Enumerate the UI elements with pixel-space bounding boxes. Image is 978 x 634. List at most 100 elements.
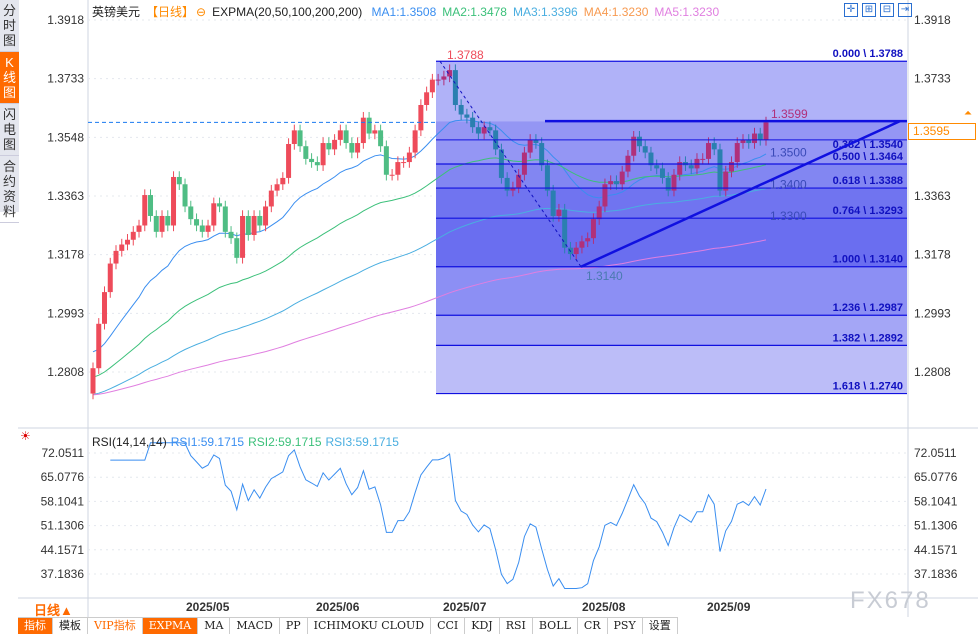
candle bbox=[677, 156, 683, 181]
indicator-tab-boll[interactable]: BOLL bbox=[533, 618, 578, 634]
candle bbox=[654, 159, 660, 175]
ma-value-2: MA2:1.3478 bbox=[442, 5, 507, 19]
indicator-tab-cr[interactable]: CR bbox=[578, 618, 608, 634]
indicator-tab-pp[interactable]: PP bbox=[280, 618, 308, 634]
sidebar-tab-kline-chart[interactable]: K线图 bbox=[0, 52, 19, 104]
indicator-tab-ma[interactable]: MA bbox=[198, 618, 231, 634]
candle bbox=[412, 124, 418, 159]
candle bbox=[378, 124, 384, 152]
fib-zone bbox=[436, 61, 907, 122]
ma-value-3: MA3:1.3396 bbox=[512, 5, 578, 19]
sidebar-tab-flash-chart[interactable]: 闪电图 bbox=[0, 104, 19, 156]
rsi-tick-left: 37.1836 bbox=[41, 567, 85, 581]
candle bbox=[383, 140, 389, 181]
candle bbox=[326, 137, 332, 156]
settings-icon[interactable]: ⊖ bbox=[196, 5, 207, 19]
candle bbox=[705, 137, 711, 165]
candle bbox=[130, 226, 136, 246]
candle bbox=[539, 137, 545, 171]
candle bbox=[464, 108, 470, 124]
candle bbox=[470, 111, 476, 133]
candle bbox=[119, 238, 125, 257]
candle bbox=[688, 159, 694, 175]
candle bbox=[263, 200, 269, 232]
indicator-tab-vip指标[interactable]: VIP指标 bbox=[88, 618, 143, 634]
price-alert-icon[interactable]: ⏶ bbox=[964, 108, 972, 119]
indicator-name[interactable]: EXPMA(20,50,100,200,200) bbox=[212, 5, 363, 19]
candle bbox=[320, 137, 326, 171]
candle bbox=[544, 159, 550, 197]
fib-level-label: 0.382 \ 1.3540 bbox=[833, 139, 903, 151]
rsi-tick-left: 72.0511 bbox=[42, 446, 85, 460]
indicator-tab-rsi[interactable]: RSI bbox=[500, 618, 533, 634]
indicator-tab-kdj[interactable]: KDJ bbox=[465, 618, 500, 634]
month-label: 2025/06 bbox=[316, 600, 360, 614]
price-tick-left: 1.2808 bbox=[47, 365, 84, 379]
candle bbox=[429, 73, 435, 99]
candle bbox=[211, 197, 217, 232]
candle bbox=[245, 210, 251, 241]
sidebar-tab-contract-info[interactable]: 合约资料 bbox=[0, 156, 19, 223]
candle bbox=[165, 210, 171, 232]
candle bbox=[475, 121, 481, 140]
zoom-out-icon[interactable]: ⊟ bbox=[880, 3, 894, 17]
rsi-tick-right: 65.0776 bbox=[914, 470, 958, 484]
current-price-tag: 1.3595 bbox=[908, 123, 976, 140]
candle bbox=[303, 140, 309, 165]
fib-level-label: 0.764 \ 1.3293 bbox=[833, 205, 903, 217]
indicator-tab-指标[interactable]: 指标 bbox=[18, 618, 53, 634]
zoom-in-icon[interactable]: ⊞ bbox=[862, 3, 876, 17]
month-label: 2025/07 bbox=[443, 600, 487, 614]
candle bbox=[291, 124, 297, 150]
candle bbox=[159, 210, 165, 238]
candle bbox=[251, 210, 257, 241]
candle bbox=[579, 235, 585, 254]
rsi-line bbox=[110, 442, 767, 589]
candle bbox=[171, 171, 177, 232]
candle bbox=[176, 171, 182, 190]
candle bbox=[268, 184, 274, 213]
ema-200-line bbox=[92, 239, 767, 396]
indicator-tab-cci[interactable]: CCI bbox=[431, 618, 466, 634]
indicator-tab-ichimoku-cloud[interactable]: ICHIMOKU CLOUD bbox=[308, 618, 432, 634]
candle bbox=[424, 86, 430, 111]
candle bbox=[746, 134, 752, 149]
candle bbox=[188, 200, 194, 225]
month-label: 2025/08 bbox=[582, 600, 626, 614]
candle bbox=[418, 99, 424, 137]
candle bbox=[671, 169, 677, 197]
fib-zone bbox=[436, 188, 907, 219]
candle bbox=[516, 169, 522, 194]
price-tick-right: 1.3363 bbox=[914, 189, 951, 203]
indicator-tab-设置[interactable]: 设置 bbox=[643, 618, 678, 634]
candle bbox=[648, 146, 654, 171]
price-tick-left: 1.2993 bbox=[47, 306, 84, 320]
candle bbox=[659, 162, 665, 184]
candle bbox=[734, 137, 740, 168]
period-selector[interactable]: 日线▲ bbox=[34, 603, 73, 618]
candle bbox=[309, 153, 315, 168]
rsi-value-1: RSI1:59.1715 bbox=[170, 435, 245, 449]
rsi-title[interactable]: RSI(14,14,14) bbox=[92, 435, 167, 449]
sidebar-tab-label: 合约资料 bbox=[3, 159, 17, 219]
sidebar-tab-time-chart[interactable]: 分时图 bbox=[0, 0, 19, 52]
indicator-tab-psy[interactable]: PSY bbox=[608, 618, 643, 634]
candle bbox=[504, 172, 510, 197]
candle bbox=[585, 232, 591, 248]
high-label: 1.3788 bbox=[447, 48, 484, 62]
candle bbox=[452, 64, 458, 111]
inner-price-label: 1.3300 bbox=[770, 209, 807, 223]
candle bbox=[102, 286, 108, 330]
exit-icon[interactable]: ⇥ bbox=[898, 3, 912, 17]
sidebar-tab-label: 闪电图 bbox=[3, 107, 17, 152]
crosshair-icon[interactable]: ✛ bbox=[844, 3, 858, 17]
rsi-settings-icon[interactable]: ☀ bbox=[20, 429, 31, 443]
rsi-value-2: RSI2:59.1715 bbox=[248, 435, 322, 449]
indicator-tab-expma[interactable]: EXPMA bbox=[142, 618, 199, 634]
candle bbox=[441, 70, 447, 86]
trendline[interactable] bbox=[580, 120, 901, 268]
indicator-tab-模板[interactable]: 模板 bbox=[53, 618, 88, 634]
candle bbox=[199, 219, 205, 238]
indicator-tab-macd[interactable]: MACD bbox=[230, 618, 280, 634]
